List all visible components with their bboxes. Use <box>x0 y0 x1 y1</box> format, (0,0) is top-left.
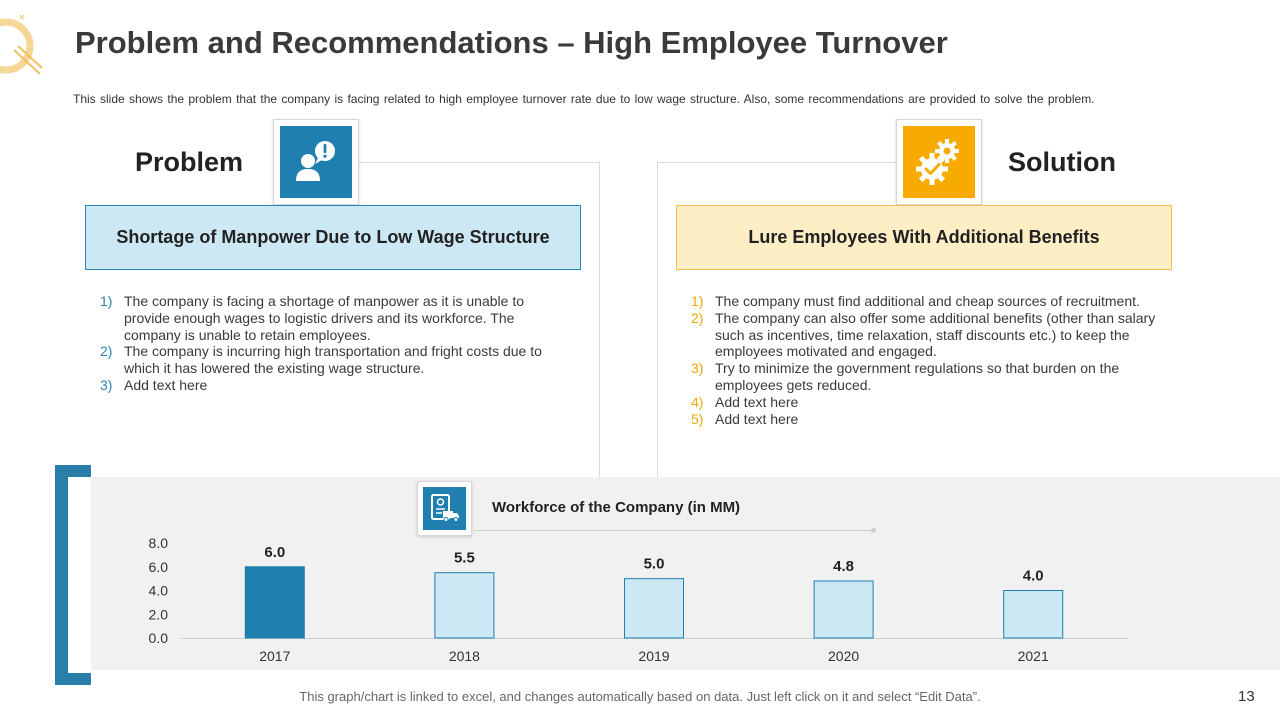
list-item-text: Add text here <box>124 376 208 393</box>
list-item: 1) The company must find additional and c… <box>691 293 1161 310</box>
solution-frame-top <box>657 162 897 163</box>
bar-2017[interactable] <box>244 566 305 639</box>
problem-icon-box <box>273 119 359 205</box>
data-label: 4.0 <box>1023 568 1044 585</box>
data-label: 5.5 <box>454 550 475 567</box>
page-title: Problem and Recommendations – High Emplo… <box>75 25 948 60</box>
list-item-number: 1) <box>691 293 704 309</box>
y-tick-label: 4.0 <box>149 583 169 599</box>
solution-frame-side <box>657 162 658 478</box>
list-item-number: 2) <box>691 309 704 326</box>
bar-2021[interactable] <box>1003 590 1064 639</box>
x-tick-label: 2021 <box>1018 648 1049 664</box>
list-item: 1) The company is facing a shortage of ma… <box>100 293 560 343</box>
y-tick-label: 0.0 <box>149 630 169 646</box>
page-number: 13 <box>1238 688 1255 705</box>
list-item-number: 5) <box>691 410 704 427</box>
chart-title: Workforce of the Company (in MM) <box>492 499 741 516</box>
data-label: 4.8 <box>833 558 854 575</box>
chart-title-dot <box>871 528 876 533</box>
truck-document-icon <box>423 487 466 530</box>
x-tick-label: 2020 <box>828 648 859 664</box>
list-item-number: 1) <box>100 293 113 309</box>
list-item-number: 3) <box>100 376 113 393</box>
list-item: 2) The company can also offer some additi… <box>691 310 1161 360</box>
x-tick-label: 2018 <box>449 648 480 664</box>
solution-icon-box <box>896 119 982 205</box>
bar-2019[interactable] <box>624 578 684 639</box>
list-item-text: Try to minimize the government regulatio… <box>715 360 1120 393</box>
footnote: This graph/chart is linked to excel, and… <box>299 689 981 704</box>
gears-check-icon <box>903 126 975 198</box>
list-item-text: The company must find additional and che… <box>715 293 1140 309</box>
list-item-text: Add text here <box>715 393 799 410</box>
list-item: 5) Add text here <box>691 411 1161 428</box>
solution-list: 1) The company must find additional and c… <box>691 293 1161 427</box>
chart-bracket-top <box>55 465 91 477</box>
chart-icon-box <box>417 481 472 536</box>
y-tick-label: 6.0 <box>149 559 169 575</box>
page-subtitle: This slide shows the problem that the co… <box>73 92 1095 106</box>
list-item: 2) The company is incurring high transpor… <box>100 343 560 377</box>
list-item-number: 3) <box>691 360 704 377</box>
list-item: 3) Add text here <box>100 377 560 394</box>
list-item-text: The company is facing a shortage of manp… <box>124 293 524 343</box>
y-tick-label: 2.0 <box>149 606 169 622</box>
chart-bracket-bottom <box>55 673 91 685</box>
problem-heading: Problem <box>135 147 244 177</box>
problem-frame-top <box>358 162 600 163</box>
list-item: 4) Add text here <box>691 394 1161 411</box>
x-tick-label: 2017 <box>259 648 290 664</box>
person-exclamation-icon <box>280 126 352 198</box>
chart-title-divider <box>474 530 874 531</box>
list-item-number: 4) <box>691 393 704 410</box>
list-item-text: Add text here <box>715 410 799 427</box>
list-item-text: The company is incurring high transporta… <box>124 343 542 377</box>
list-item-text: The company can also offer some addition… <box>715 309 1156 360</box>
problem-banner: Shortage of Manpower Due to Low Wage Str… <box>85 205 581 270</box>
problem-frame-side <box>599 162 600 478</box>
logo-icon: × <box>0 13 43 75</box>
x-tick-label: 2019 <box>638 648 669 664</box>
data-label: 6.0 <box>264 544 285 561</box>
solution-heading: Solution <box>1008 147 1116 177</box>
bar-2018[interactable] <box>434 572 495 639</box>
data-label: 5.0 <box>644 556 665 573</box>
solution-banner: Lure Employees With Additional Benefits <box>676 205 1172 270</box>
svg-text:×: × <box>18 13 26 23</box>
bar-2020[interactable] <box>813 580 874 639</box>
list-item: 3) Try to minimize the government regulat… <box>691 360 1161 394</box>
problem-list: 1) The company is facing a shortage of ma… <box>100 293 560 394</box>
y-tick-label: 8.0 <box>149 535 169 551</box>
list-item-number: 2) <box>100 343 113 360</box>
chart-bracket <box>55 465 68 685</box>
